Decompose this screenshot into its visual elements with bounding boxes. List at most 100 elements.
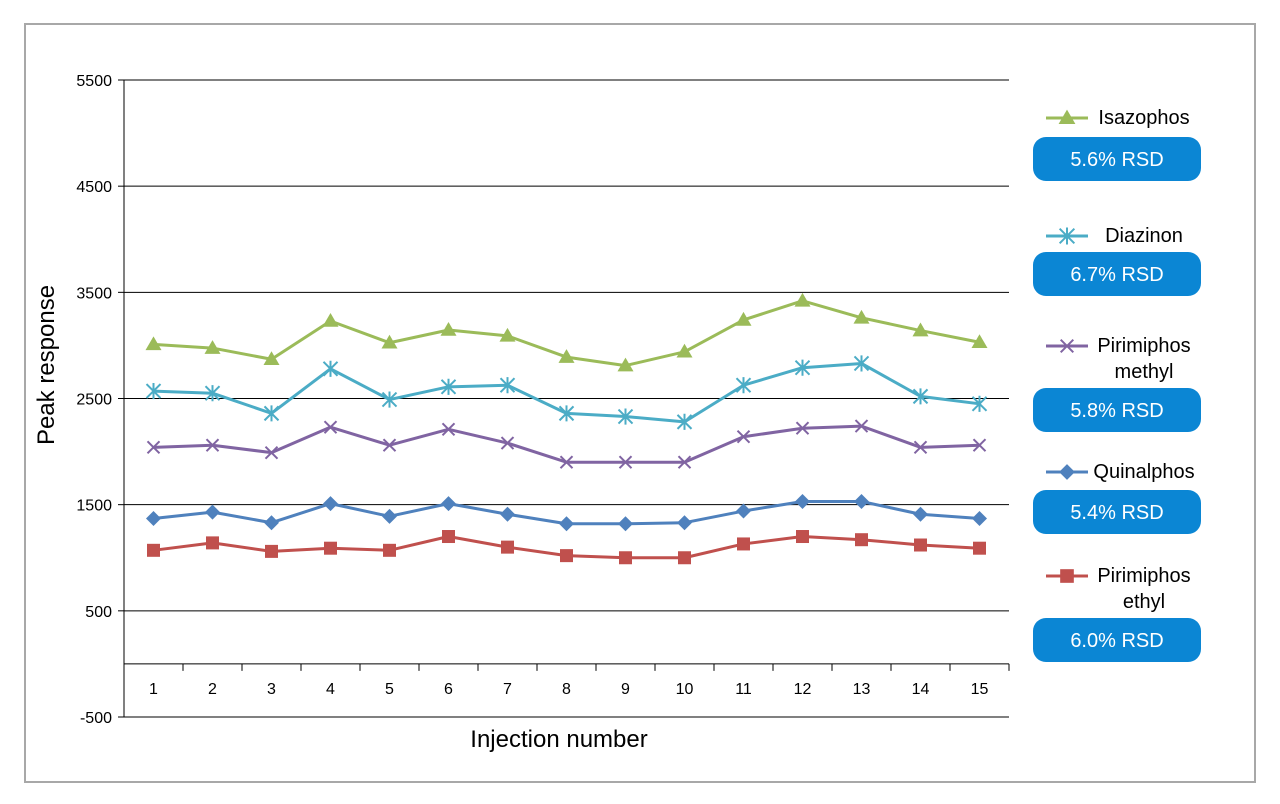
x-tick-label: 11 <box>735 681 752 698</box>
data-point-isazophos <box>912 322 929 337</box>
legend-marker <box>1059 338 1075 354</box>
data-point-quinalphos <box>264 515 279 531</box>
data-point-pirimiphos-methyl <box>441 422 456 436</box>
data-point-pirimiphos-ethyl <box>324 541 337 555</box>
rsd-badge <box>1033 137 1201 181</box>
data-point-pirimiphos-methyl <box>795 421 810 435</box>
data-point-diazinon <box>322 360 339 377</box>
data-point-pirimiphos-methyl <box>500 436 515 450</box>
x-tick-label: 4 <box>326 681 335 698</box>
rsd-badge-label: 6.0% RSD <box>1070 630 1163 652</box>
data-point-pirimiphos-methyl <box>618 455 633 469</box>
legend-label: Diazinon <box>1105 225 1183 247</box>
data-point-isazophos <box>263 351 280 365</box>
data-point-diazinon <box>145 383 162 400</box>
data-point-diazinon <box>499 377 516 394</box>
rsd-badge-label: 5.4% RSD <box>1070 502 1163 524</box>
x-tick-label: 8 <box>562 681 571 698</box>
data-point-diazinon <box>440 378 457 395</box>
data-point-pirimiphos-ethyl <box>383 543 396 557</box>
legend-label: Isazophos <box>1098 107 1189 129</box>
data-point-quinalphos <box>854 493 869 509</box>
rsd-badge <box>1033 388 1201 432</box>
data-point-pirimiphos-ethyl <box>619 551 632 565</box>
data-point-pirimiphos-methyl <box>264 445 279 460</box>
data-point-diazinon <box>676 413 693 430</box>
x-tick-label: 14 <box>912 681 930 698</box>
legend-marker <box>1060 569 1074 583</box>
data-point-pirimiphos-methyl <box>913 440 928 455</box>
data-point-isazophos <box>558 349 575 363</box>
legend: Isazophos 5.6% RSD Diazinon 6.7% RSD Pirimip… <box>1033 107 1201 662</box>
data-point-pirimiphos-ethyl <box>914 538 927 552</box>
data-point-pirimiphos-ethyl <box>501 540 514 554</box>
x-tick-label: 6 <box>444 681 453 698</box>
series-diazinon <box>145 355 988 430</box>
legend-label: Pirimiphos ethyl <box>1097 565 1190 613</box>
data-point-diazinon <box>794 359 811 376</box>
data-point-isazophos <box>735 311 752 326</box>
legend-item-diazinon: Diazinon 6.7% RSD <box>1033 225 1201 296</box>
data-point-isazophos <box>145 336 162 351</box>
rsd-badge <box>1033 252 1201 296</box>
data-point-quinalphos <box>559 516 574 532</box>
rsd-badge <box>1033 490 1201 534</box>
y-tick-label: 500 <box>85 604 112 621</box>
data-point-isazophos <box>853 309 870 324</box>
data-point-pirimiphos-ethyl <box>678 551 691 565</box>
data-point-pirimiphos-methyl <box>736 430 751 444</box>
data-point-isazophos <box>440 322 457 336</box>
legend-marker <box>1058 227 1076 245</box>
data-point-quinalphos <box>795 493 810 509</box>
data-point-diazinon <box>735 377 752 394</box>
data-point-diazinon <box>912 388 929 405</box>
series-quinalphos <box>146 493 987 532</box>
data-point-isazophos <box>381 334 398 349</box>
data-point-quinalphos <box>323 496 338 512</box>
y-tick-label: 2500 <box>76 392 112 409</box>
x-axis-label: Injection number <box>470 726 647 753</box>
rsd-badge <box>1033 618 1201 662</box>
legend-item-pirimiphos-methyl: Pirimiphos methyl 5.8% RSD <box>1033 335 1201 432</box>
data-point-pirimiphos-methyl <box>854 419 869 433</box>
y-tick-label: 1500 <box>76 498 112 515</box>
data-point-diazinon <box>853 355 870 372</box>
data-point-isazophos <box>794 292 811 307</box>
y-tick-label: 3500 <box>76 285 112 302</box>
data-point-diazinon <box>204 385 221 402</box>
x-tick-label: 5 <box>385 681 394 698</box>
data-point-quinalphos <box>205 504 220 520</box>
legend-marker <box>1059 464 1075 480</box>
rsd-badge-label: 5.6% RSD <box>1070 149 1163 171</box>
legend-item-pirimiphos-ethyl: Pirimiphos ethyl 6.0% RSD <box>1033 565 1201 662</box>
series-isazophos <box>145 292 988 372</box>
data-point-quinalphos <box>972 510 987 526</box>
series-pirimiphos-ethyl <box>147 530 986 565</box>
legend-label: Quinalphos <box>1093 461 1194 483</box>
x-tick-label: 13 <box>853 681 871 698</box>
data-point-quinalphos <box>913 506 928 522</box>
data-point-isazophos <box>322 312 339 327</box>
x-tick-label: 7 <box>503 681 512 698</box>
legend-item-quinalphos: Quinalphos 5.4% RSD <box>1033 461 1201 534</box>
data-point-isazophos <box>617 357 634 372</box>
data-point-isazophos <box>971 334 988 348</box>
data-point-pirimiphos-ethyl <box>442 530 455 544</box>
data-point-pirimiphos-ethyl <box>265 544 278 558</box>
x-tick-label: 12 <box>794 681 812 698</box>
data-point-pirimiphos-methyl <box>382 438 397 452</box>
x-tick-label: 2 <box>208 681 217 698</box>
data-point-pirimiphos-methyl <box>205 438 220 452</box>
y-tick-label: 5500 <box>76 73 112 90</box>
legend-item-isazophos: Isazophos 5.6% RSD <box>1033 107 1201 181</box>
data-point-quinalphos <box>677 515 692 531</box>
x-tick-label: 9 <box>621 681 630 698</box>
data-point-pirimiphos-methyl <box>972 438 987 452</box>
data-point-pirimiphos-methyl <box>677 455 692 469</box>
data-point-quinalphos <box>441 496 456 512</box>
data-point-pirimiphos-methyl <box>323 420 338 434</box>
series-pirimiphos-methyl <box>146 419 987 469</box>
rsd-badge-label: 5.8% RSD <box>1070 400 1163 422</box>
